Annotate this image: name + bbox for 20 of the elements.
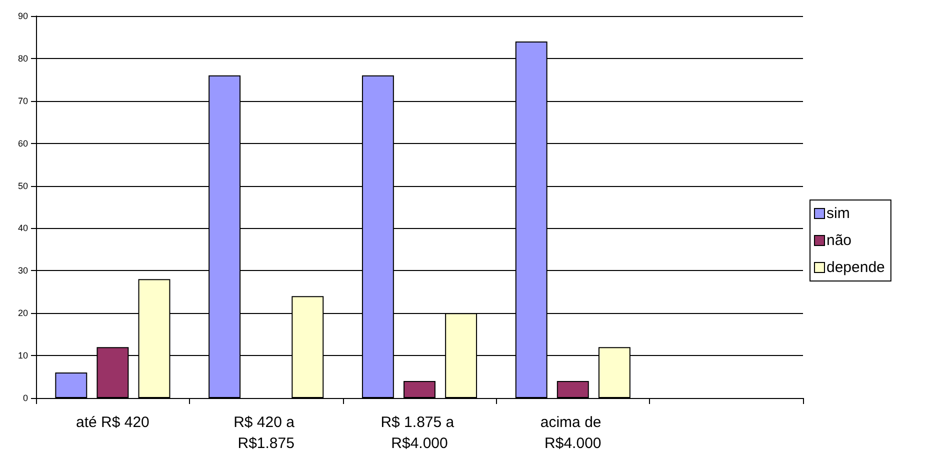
y-tick-label: 70 xyxy=(18,96,28,106)
bar xyxy=(404,381,436,398)
x-tick-label: acima de R$4.000 xyxy=(540,414,606,452)
legend-label: não xyxy=(826,232,852,249)
x-tick-label: até R$ 420 xyxy=(76,414,150,431)
y-tick-label: 30 xyxy=(18,266,28,276)
y-tick-label: 20 xyxy=(18,308,28,318)
bar xyxy=(55,372,88,398)
y-tick-label: 80 xyxy=(18,53,28,64)
y-tick-label: 60 xyxy=(18,138,28,148)
y-tick-label: 90 xyxy=(18,11,28,21)
bar xyxy=(556,381,589,398)
y-tick-label: 40 xyxy=(18,223,28,234)
legend-label: depende xyxy=(826,259,885,276)
y-tick-label: 50 xyxy=(18,180,28,191)
legend-label: sim xyxy=(826,205,850,222)
y-tick-label: 0 xyxy=(22,393,28,403)
y-tick-label: 10 xyxy=(18,350,28,361)
x-tick-label: R$ 1.875 a R$4.000 xyxy=(380,414,458,452)
x-tick-label: R$ 420 a R$1.875 xyxy=(234,414,299,452)
